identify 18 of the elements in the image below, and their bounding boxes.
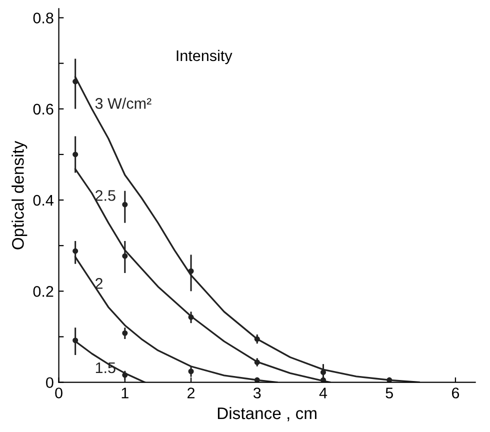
series-label: 2 [96,278,102,289]
y-tick-label: 0 [46,377,54,388]
x-axis-title: Distance , cm [218,406,316,422]
x-tick-label: 1 [122,388,128,398]
y-axis-title: Optical density [12,140,28,250]
annotation: Intensity [176,50,232,64]
series-label: 2.5 [96,190,116,201]
x-tick-label: 6 [452,388,460,398]
y-tick-label: 0.4 [33,194,54,206]
x-tick-label: 4 [319,388,328,398]
x-tick-label: 3 [253,388,261,398]
x-tick-label: 0 [55,388,62,398]
y-tick-label: 0.8 [33,12,54,24]
series-label: 3 W/cm² [95,98,152,109]
x-tick-label: 2 [188,388,195,398]
y-tick-label: 0.2 [33,286,54,297]
x-tick-label: 5 [386,388,393,398]
y-tick-label: 0.6 [33,104,54,115]
